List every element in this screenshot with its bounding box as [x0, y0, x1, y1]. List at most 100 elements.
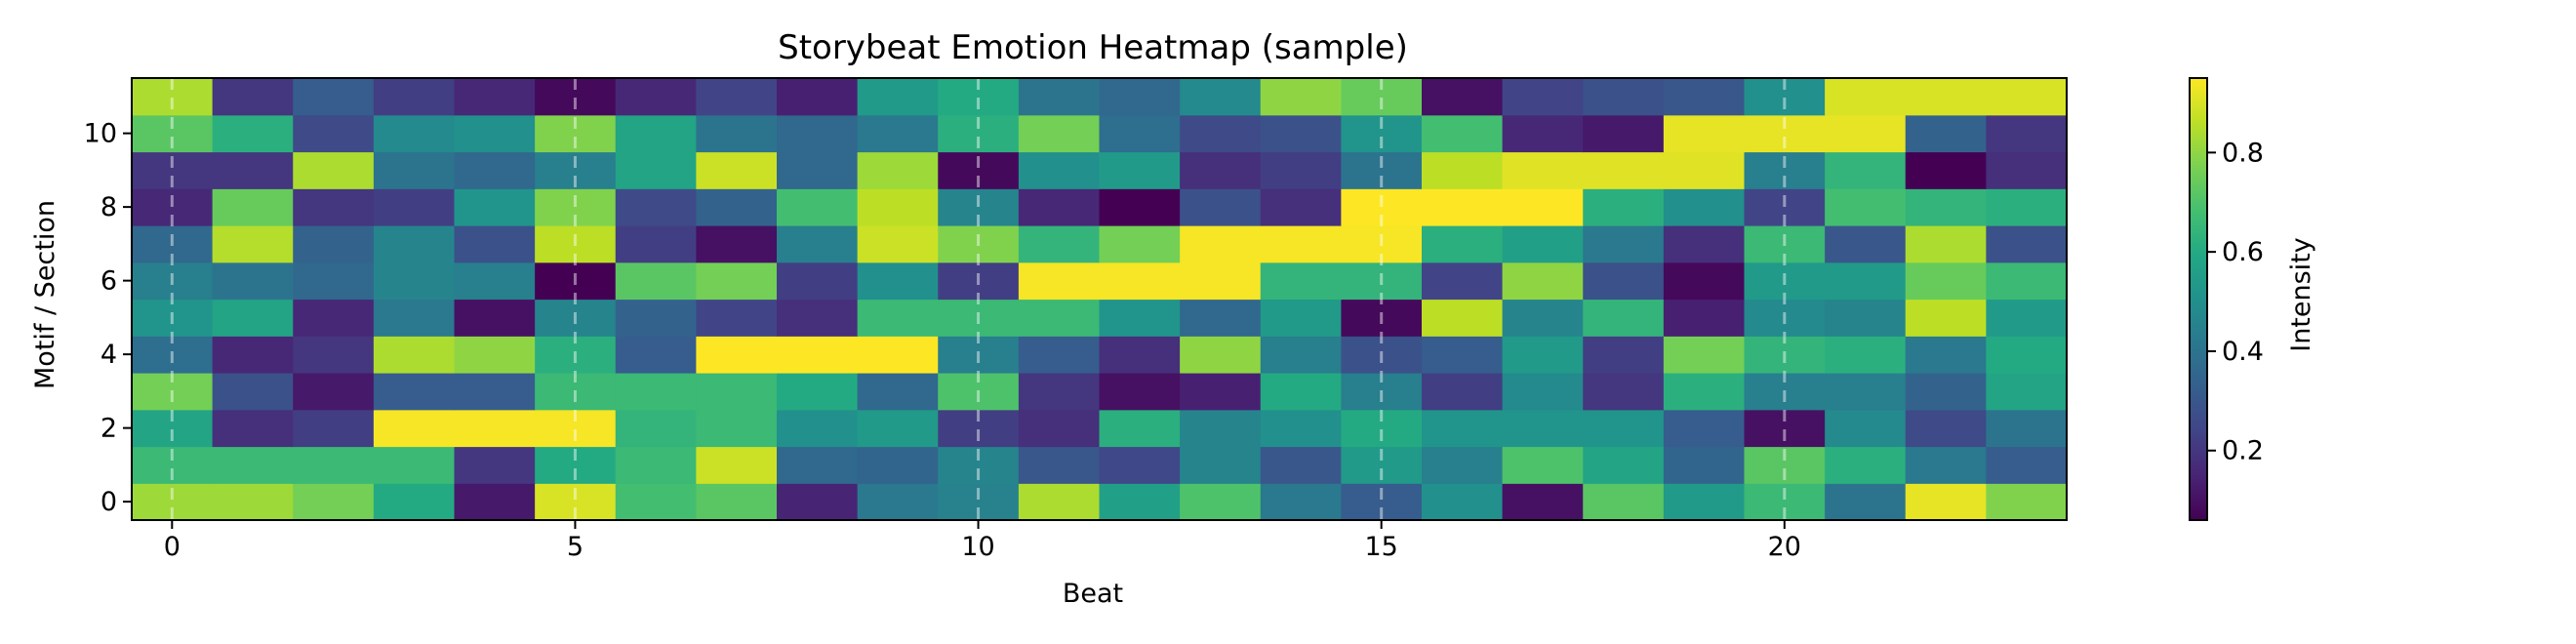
x-tick-label: 10: [961, 532, 994, 562]
heatmap-cell: [535, 114, 617, 153]
heatmap-cell: [1583, 483, 1665, 521]
heatmap-cell: [535, 188, 617, 226]
heatmap-cell: [1099, 483, 1181, 521]
heatmap-cell: [696, 151, 778, 189]
heatmap-cell: [1099, 446, 1181, 484]
heatmap-cell: [132, 299, 214, 337]
heatmap-cell: [132, 483, 214, 521]
heatmap-cell: [293, 262, 375, 301]
heatmap-cell: [938, 409, 1020, 448]
heatmap-cell: [1663, 409, 1746, 448]
heatmap-cell: [1502, 188, 1584, 226]
heatmap-cell: [293, 299, 375, 337]
heatmap-cell: [454, 78, 536, 116]
heatmap-cell: [1905, 151, 1987, 189]
x-tick-label: 15: [1365, 532, 1398, 562]
heatmap-cell: [1099, 151, 1181, 189]
heatmap-cell: [1260, 299, 1342, 337]
heatmap-cell: [535, 446, 617, 484]
heatmap-cell: [1986, 114, 2068, 153]
heatmap-cell: [212, 151, 294, 189]
heatmap-cell: [1422, 114, 1504, 153]
heatmap-cell: [777, 262, 859, 301]
heatmap-cell: [1422, 409, 1504, 448]
heatmap-cell: [1744, 483, 1826, 521]
heatmap-cell: [1018, 151, 1101, 189]
heatmap-cell: [454, 262, 536, 301]
heatmap-cell: [1986, 336, 2068, 374]
heatmap-cell: [1180, 373, 1262, 411]
heatmap-cell: [1905, 446, 1987, 484]
heatmap-cell: [1583, 446, 1665, 484]
heatmap-cell: [1018, 114, 1101, 153]
heatmap-cell: [1422, 299, 1504, 337]
heatmap-cell: [1502, 262, 1584, 301]
plot-frame: [131, 77, 2068, 521]
heatmap-cell: [1663, 262, 1746, 301]
heatmap-cell: [535, 373, 617, 411]
heatmap-cell: [857, 409, 939, 448]
x-axis-label: Beat: [1063, 579, 1123, 609]
colorbar-tick-label: 0.6: [2222, 237, 2264, 267]
heatmap-cell: [777, 336, 859, 374]
heatmap-cell: [1583, 336, 1665, 374]
heatmap-cell: [293, 114, 375, 153]
heatmap-cell: [1744, 114, 1826, 153]
heatmap-cell: [1986, 299, 2068, 337]
heatmap-cell: [293, 446, 375, 484]
heatmap-cell: [212, 336, 294, 374]
heatmap-cell: [1099, 409, 1181, 448]
heatmap-cell: [1905, 188, 1987, 226]
heatmap-cell: [373, 409, 456, 448]
heatmap-cell: [938, 299, 1020, 337]
heatmap-cell: [1502, 114, 1584, 153]
heatmap-cell: [1422, 151, 1504, 189]
heatmap-cell: [373, 483, 456, 521]
heatmap-cell: [132, 78, 214, 116]
heatmap-cell: [1099, 78, 1181, 116]
heatmap-cell: [1341, 188, 1423, 226]
heatmap-cell: [373, 446, 456, 484]
heatmap-cell: [1260, 225, 1342, 263]
heatmap-cell: [1422, 373, 1504, 411]
heatmap-cell: [1018, 336, 1101, 374]
heatmap-cell: [696, 188, 778, 226]
heatmap-cell: [454, 483, 536, 521]
heatmap-cell: [1180, 446, 1262, 484]
heatmap-cell: [1422, 336, 1504, 374]
heatmap-cell: [132, 336, 214, 374]
heatmap-cell: [1986, 446, 2068, 484]
colorbar: 0.2 0.4 0.6 0.8 Intensity: [2189, 77, 2316, 521]
heatmap-cell: [777, 188, 859, 226]
heatmap-cell: [1986, 409, 2068, 448]
heatmap-cell: [857, 151, 939, 189]
heatmap-cell: [212, 446, 294, 484]
heatmap-cell: [1744, 188, 1826, 226]
heatmap-cell: [1825, 188, 1907, 226]
heatmap-cell: [1422, 483, 1504, 521]
heatmap-cell: [938, 78, 1020, 116]
y-tick-label: 4: [101, 340, 117, 370]
heatmap-cell: [1341, 262, 1423, 301]
heatmap-cell: [1744, 299, 1826, 337]
heatmap-cell: [1583, 262, 1665, 301]
heatmap-cell: [1986, 78, 2068, 116]
colorbar-label: Intensity: [2286, 237, 2316, 352]
heatmap-cell: [1099, 114, 1181, 153]
heatmap-cell: [535, 299, 617, 337]
heatmap-cell: [1341, 446, 1423, 484]
heatmap-cell: [857, 262, 939, 301]
heatmap-cell: [1825, 151, 1907, 189]
heatmap-cell: [1825, 225, 1907, 263]
x-tick-label: 20: [1768, 532, 1801, 562]
heatmap-cell: [1986, 373, 2068, 411]
heatmap-cell: [1422, 446, 1504, 484]
heatmap-cell: [696, 446, 778, 484]
heatmap-cell: [857, 446, 939, 484]
heatmap-cell: [777, 299, 859, 337]
heatmap-cell: [615, 483, 697, 521]
heatmap-cell: [615, 151, 697, 189]
heatmap-cell: [1663, 299, 1746, 337]
heatmap-cell: [454, 409, 536, 448]
heatmap-cell: [1260, 483, 1342, 521]
